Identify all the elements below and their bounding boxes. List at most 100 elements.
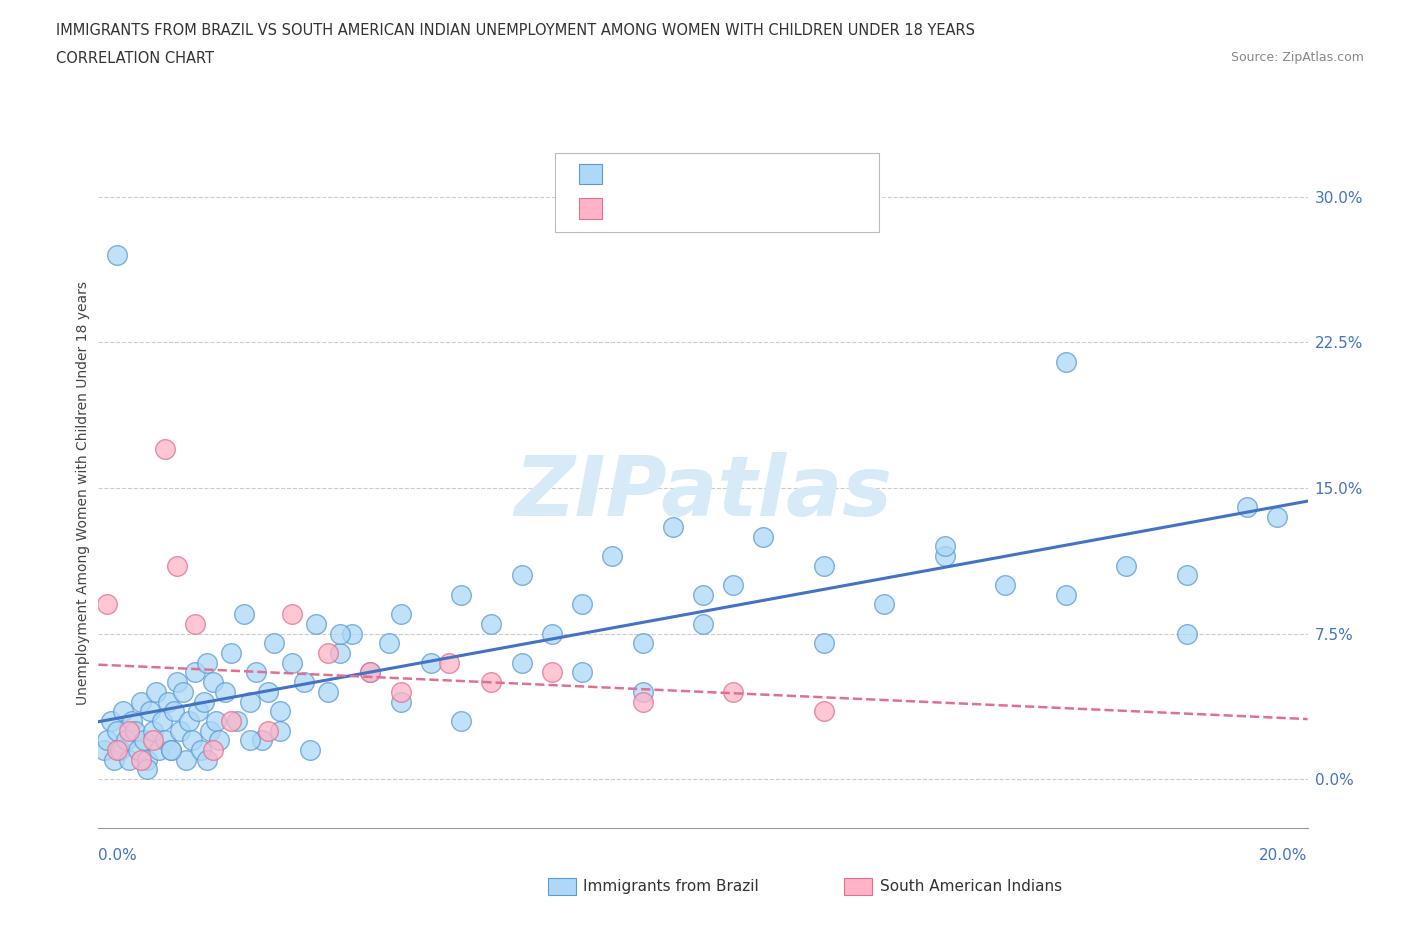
Point (103, 752, 125, 767)
Text: N =: N = (728, 199, 776, 218)
Point (187, 704, 209, 719)
Point (129, 694, 152, 709)
Text: 20.0%: 20.0% (1260, 848, 1308, 863)
Point (540, 665, 562, 680)
Point (692, 588, 714, 603)
Point (202, 743, 225, 758)
Point (934, 549, 956, 564)
Point (934, 538, 956, 553)
Point (1267, 510, 1289, 525)
Point (118, 752, 141, 767)
Point (994, 578, 1017, 592)
Point (232, 606, 254, 621)
Point (163, 704, 186, 719)
Point (129, 752, 152, 767)
Point (208, 733, 231, 748)
Point (145, 684, 167, 699)
Point (226, 713, 249, 728)
Text: Source: ZipAtlas.com: Source: ZipAtlas.com (1230, 51, 1364, 64)
Point (150, 713, 173, 728)
Point (148, 743, 170, 758)
Text: Immigrants from Brazil: Immigrants from Brazil (583, 879, 759, 894)
Point (174, 752, 197, 767)
Point (269, 724, 291, 738)
Point (263, 636, 285, 651)
Point (389, 606, 412, 621)
Point (389, 684, 412, 699)
Point (172, 684, 194, 699)
Point (316, 645, 339, 660)
Point (420, 656, 443, 671)
Point (342, 626, 364, 641)
Text: 21: 21 (780, 199, 803, 218)
Point (1115, 558, 1137, 573)
Point (142, 724, 165, 738)
Point (316, 684, 339, 699)
Point (105, 743, 128, 758)
Point (114, 733, 136, 748)
Point (813, 636, 835, 651)
Point (510, 656, 533, 671)
Point (752, 529, 775, 544)
Point (142, 733, 165, 748)
Point (214, 684, 236, 699)
Point (256, 684, 278, 699)
Point (631, 684, 654, 699)
Text: South American Indians: South American Indians (880, 879, 1063, 894)
Point (873, 597, 896, 612)
Point (108, 743, 131, 758)
Y-axis label: Unemployment Among Women with Children Under 18 years: Unemployment Among Women with Children U… (76, 281, 90, 705)
Point (166, 558, 188, 573)
Point (299, 743, 322, 758)
Point (239, 694, 262, 709)
Point (1054, 588, 1077, 603)
Text: R =: R = (619, 165, 655, 183)
Point (250, 733, 273, 748)
Point (450, 588, 472, 603)
Point (105, 724, 128, 738)
Point (118, 724, 141, 738)
Point (166, 674, 188, 689)
Point (437, 656, 460, 671)
Point (1175, 568, 1198, 583)
Point (96, 597, 118, 612)
Point (481, 617, 503, 631)
Point (540, 626, 562, 641)
Point (510, 568, 533, 583)
Point (221, 645, 243, 660)
Point (661, 520, 683, 535)
Point (124, 724, 146, 738)
Point (105, 247, 128, 262)
Point (256, 724, 278, 738)
Point (139, 704, 162, 719)
Point (1175, 626, 1198, 641)
Point (571, 597, 593, 612)
Text: N =: N = (728, 165, 776, 183)
Point (179, 713, 201, 728)
Point (184, 617, 207, 631)
Point (100, 713, 122, 728)
Point (169, 724, 191, 738)
Point (135, 762, 157, 777)
Text: 0.258: 0.258 (664, 165, 721, 183)
Point (121, 713, 143, 728)
Point (723, 684, 745, 699)
Point (200, 724, 222, 738)
Point (360, 665, 382, 680)
Point (156, 694, 179, 709)
Text: 0.0%: 0.0% (98, 848, 138, 863)
Point (221, 713, 243, 728)
Point (245, 665, 267, 680)
Point (153, 733, 176, 748)
Point (377, 636, 399, 651)
Point (281, 606, 304, 621)
Point (160, 743, 183, 758)
Point (190, 743, 212, 758)
Point (602, 549, 624, 564)
Point (127, 743, 149, 758)
Text: CORRELATION CHART: CORRELATION CHART (56, 51, 214, 66)
Point (184, 665, 207, 680)
Point (723, 578, 745, 592)
Point (329, 626, 352, 641)
Point (153, 442, 176, 457)
